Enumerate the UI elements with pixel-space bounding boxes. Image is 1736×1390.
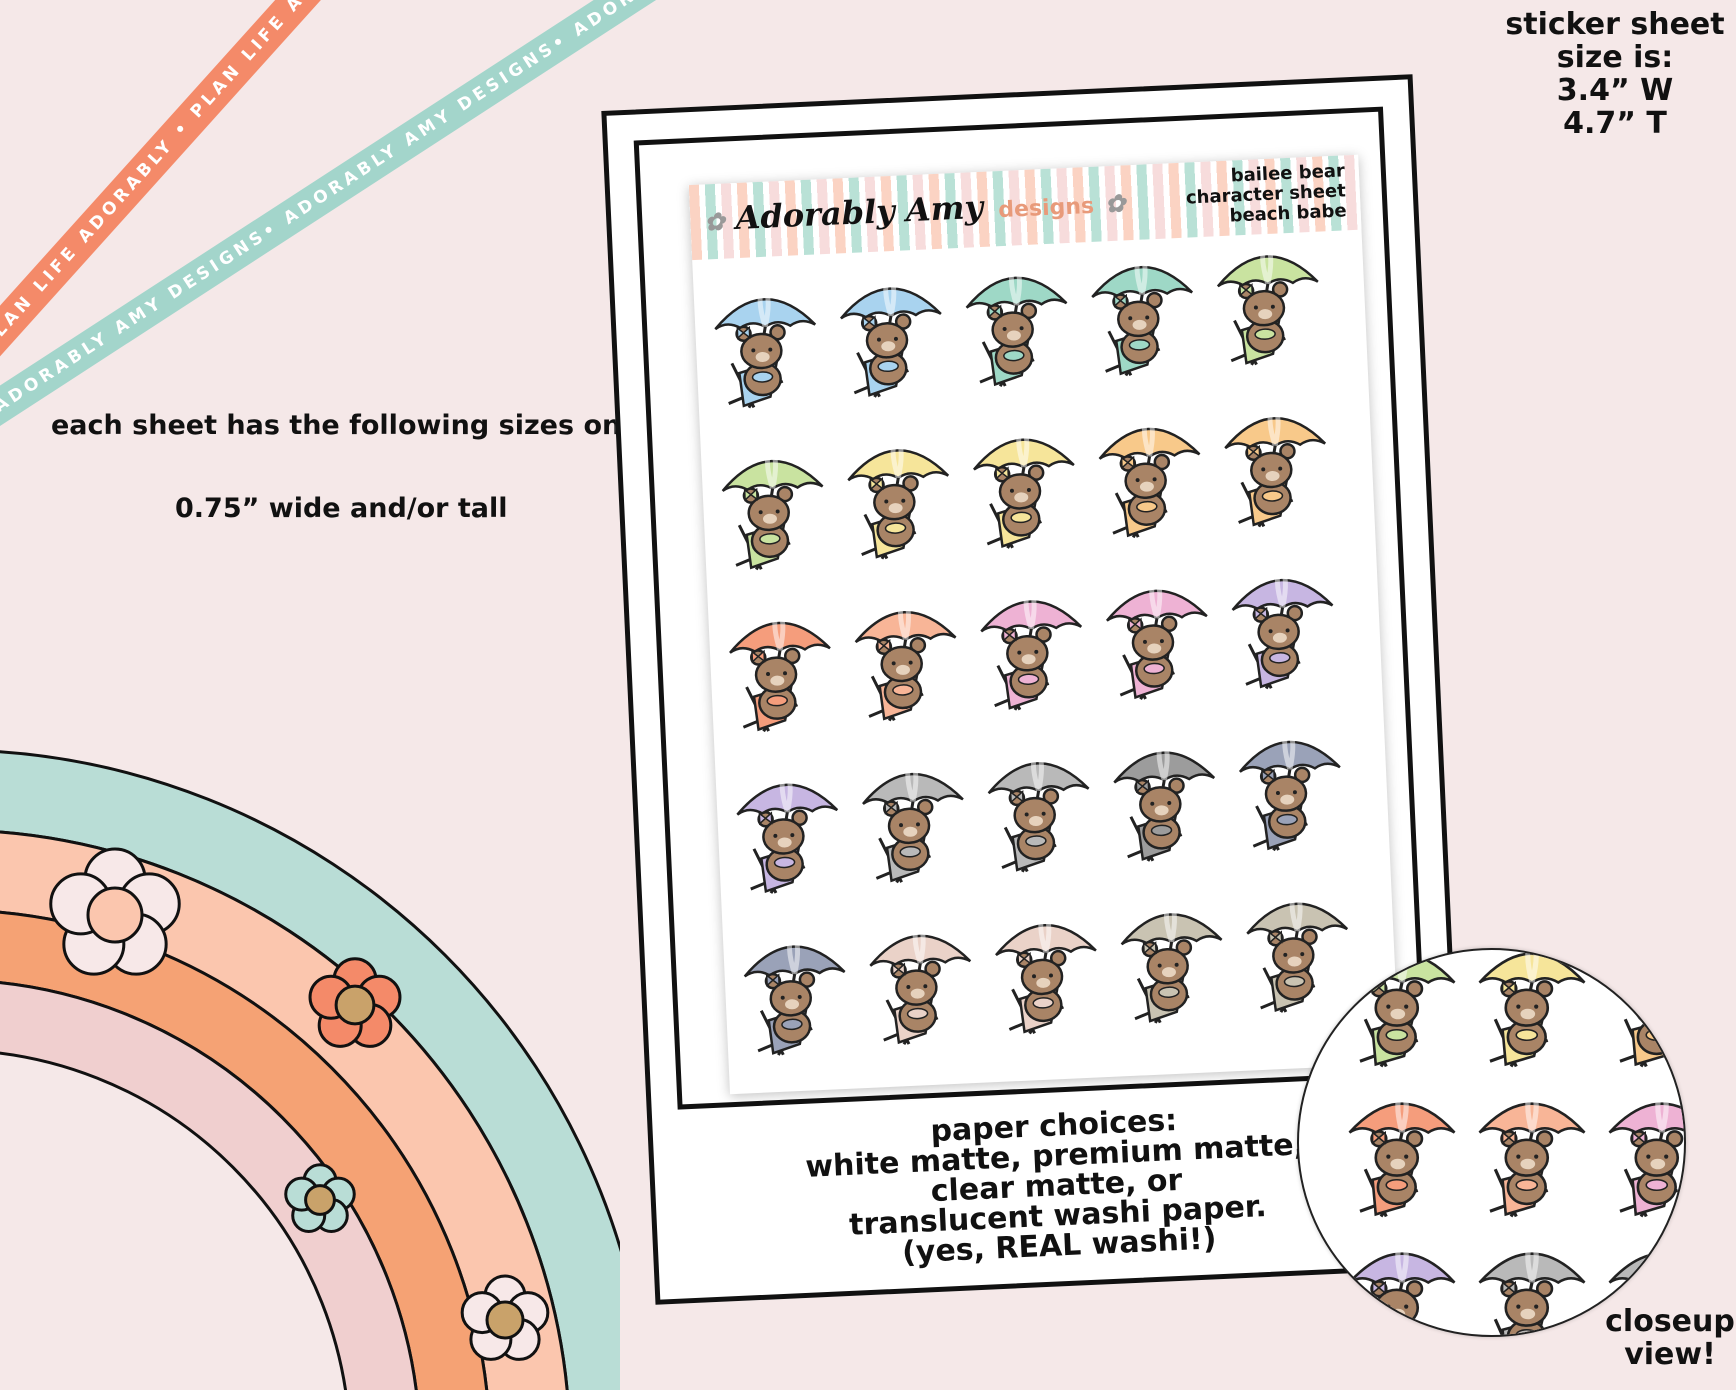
bear-umbrella-sticker: [1238, 727, 1341, 852]
bear-umbrella-sticker: [1608, 1238, 1684, 1335]
flower-center: [485, 1300, 525, 1340]
sticker-24: [1109, 889, 1242, 1057]
bear-umbrella-sticker: [854, 598, 957, 722]
bear-umbrella-sticker: [965, 263, 1068, 387]
sticker-18: [976, 738, 1109, 906]
bear-umbrella-sticker: [1608, 950, 1684, 1068]
bear-umbrella-sticker: [972, 425, 1075, 549]
flower-center: [334, 984, 376, 1026]
sticker-11: [718, 598, 851, 766]
sticker-12: [843, 587, 976, 755]
bear-umbrella-sticker: [1120, 900, 1223, 1024]
sticker-19: [1102, 727, 1235, 895]
bear-umbrella-sticker: [1478, 1238, 1586, 1335]
closeup-sticker: [1469, 1230, 1599, 1335]
sticker-7: [836, 425, 969, 593]
bear-umbrella-sticker: [1348, 950, 1456, 1068]
sticker-grid: [703, 242, 1369, 1089]
sticker-9: [1087, 404, 1220, 572]
bear-umbrella-sticker: [1105, 576, 1208, 700]
logo-designs: designs: [997, 193, 1095, 224]
bear-umbrella-sticker: [869, 921, 972, 1046]
closeup-sticker: [1599, 1080, 1684, 1230]
closeup-sticker: [1339, 1080, 1469, 1230]
sticker-sheet-border: ✿ Adorably Amy designs ✿ bailee bear cha…: [633, 106, 1427, 1110]
sticker-16: [725, 759, 858, 927]
daisy-icon: ✿: [1104, 188, 1126, 219]
bear-umbrella-sticker: [1478, 1088, 1586, 1218]
bear-umbrella-sticker: [1246, 889, 1349, 1013]
bear-umbrella-sticker: [1113, 738, 1216, 862]
sticker-10: [1213, 393, 1346, 561]
bear-umbrella-sticker: [1231, 566, 1334, 690]
sticker-sheet-frame: ✿ Adorably Amy designs ✿ bailee bear cha…: [601, 74, 1467, 1305]
bear-umbrella-sticker: [1098, 414, 1201, 539]
sticker-20: [1228, 717, 1361, 885]
bear-umbrella-sticker: [1216, 242, 1319, 366]
sizes-heading: each sheet has the following sizes on it…: [51, 410, 664, 441]
closeup-sticker: [1599, 950, 1684, 1080]
sticker-21: [732, 921, 865, 1089]
bear-umbrella-sticker: [721, 447, 824, 571]
bear-umbrella-sticker: [1348, 1238, 1456, 1335]
bear-umbrella-sticker: [1091, 253, 1194, 377]
sheet-size-height: 4.7” T: [1563, 106, 1667, 141]
bear-umbrella-sticker: [1348, 1088, 1456, 1218]
size-value: 0.75” wide and/or tall: [175, 493, 508, 524]
sticker-1: [703, 274, 836, 442]
bear-umbrella-sticker: [729, 608, 831, 733]
bear-umbrella-sticker: [714, 285, 817, 409]
closeup-label: closeup view!: [1600, 1305, 1736, 1371]
bear-umbrella-sticker: [847, 436, 950, 560]
bear-umbrella-sticker: [862, 760, 964, 884]
sticker-6: [710, 436, 843, 604]
closeup-sticker: [1599, 1230, 1684, 1335]
sheet-size-width: 3.4” W: [1556, 73, 1674, 108]
sticker-22: [858, 910, 991, 1078]
flower-center: [304, 1184, 336, 1216]
sheet-title: bailee bear character sheet beach babe: [1185, 160, 1348, 228]
bear-umbrella-sticker: [736, 770, 839, 894]
sticker-15: [1220, 555, 1353, 723]
closeup-label-line: view!: [1624, 1337, 1716, 1372]
sticker-14: [1095, 565, 1228, 733]
sticker-23: [984, 900, 1117, 1068]
bear-umbrella-sticker: [987, 749, 1090, 873]
closeup-sticker: [1469, 1080, 1599, 1230]
sheet-size-info: sticker sheet size is: 3.4” W 4.7” T: [1500, 8, 1730, 140]
sticker-4: [1080, 242, 1213, 410]
bear-umbrella-sticker: [1478, 950, 1586, 1068]
bear-umbrella-sticker: [980, 587, 1083, 711]
sticker-5: [1206, 231, 1339, 399]
closeup-sticker: [1339, 950, 1469, 1080]
sticker-17: [851, 749, 984, 917]
bear-umbrella-sticker: [1608, 1088, 1684, 1218]
sticker-8: [962, 414, 1095, 582]
logo-script: Adorably Amy: [734, 187, 984, 238]
bear-umbrella-sticker: [840, 274, 942, 398]
rainbow-decoration: [0, 750, 620, 1390]
bear-umbrella-sticker: [743, 932, 846, 1056]
closeup-sticker: [1469, 950, 1599, 1080]
bear-umbrella-sticker: [995, 911, 1097, 1035]
sticker-sheet: ✿ Adorably Amy designs ✿ bailee bear cha…: [688, 154, 1400, 1095]
sticker-3: [954, 252, 1087, 420]
sticker-25: [1235, 878, 1368, 1046]
closeup-sticker: [1339, 1230, 1469, 1335]
sticker-2: [829, 263, 962, 431]
closeup-label-line: closeup: [1605, 1304, 1735, 1339]
sheet-size-line: size is:: [1556, 40, 1674, 75]
smiley-flower-center-icon: [86, 886, 144, 944]
sheet-size-line: sticker sheet: [1505, 7, 1725, 42]
closeup-view: [1297, 948, 1686, 1337]
sticker-13: [969, 576, 1102, 744]
daisy-icon: ✿: [703, 206, 726, 237]
brand-logo: ✿ Adorably Amy designs ✿: [703, 181, 1126, 238]
bear-umbrella-sticker: [1224, 404, 1327, 528]
